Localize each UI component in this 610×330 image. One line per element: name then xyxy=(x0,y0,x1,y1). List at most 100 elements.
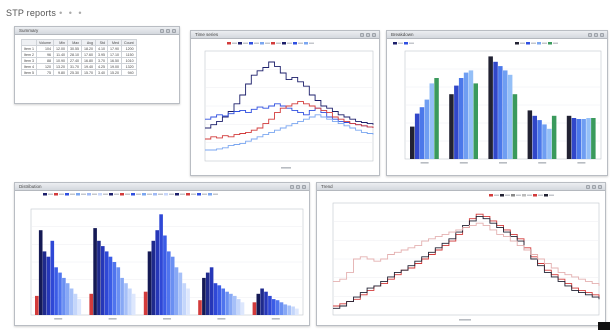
trend-line-chart xyxy=(332,194,600,321)
legend-swatch xyxy=(43,193,47,196)
summary-widget: Summary Volume Min Max Avg Std Med Count Item … xyxy=(14,26,180,104)
bar xyxy=(537,120,542,159)
category-tick-label xyxy=(163,318,171,320)
legend-entry xyxy=(553,42,558,44)
table-cell: 15.20 xyxy=(107,69,122,76)
legend-entry xyxy=(213,193,218,195)
bar xyxy=(468,70,474,159)
timeseries-widget: Time series xyxy=(190,30,380,176)
legend-swatch xyxy=(76,193,80,196)
bar xyxy=(128,288,132,315)
bar xyxy=(38,230,43,315)
legend-entry xyxy=(520,42,525,44)
category-tick-label xyxy=(577,162,586,164)
bar xyxy=(108,256,113,315)
legend-entry xyxy=(309,42,314,44)
legend-swatch xyxy=(238,42,242,45)
legend-entry xyxy=(169,193,174,195)
legend-swatch xyxy=(515,42,519,45)
widget-header[interactable]: Trend xyxy=(317,183,605,191)
legend-entry xyxy=(191,193,196,195)
bar xyxy=(503,70,508,159)
corner-marker xyxy=(598,322,610,330)
bar xyxy=(178,272,183,315)
minimize-icon[interactable] xyxy=(586,185,590,189)
legend-swatch xyxy=(98,193,102,196)
bar xyxy=(89,293,93,315)
legend-entry xyxy=(494,194,499,196)
restore-icon[interactable] xyxy=(366,33,370,37)
bar xyxy=(424,99,430,159)
summary-table: Volume Min Max Avg Std Med Count Item 1 104 12.0… xyxy=(21,39,137,76)
legend-swatch xyxy=(153,193,157,196)
widget-header[interactable]: Distribution xyxy=(15,183,309,191)
distribution-widget: Distribution xyxy=(14,182,310,326)
legend-entry xyxy=(538,194,543,196)
legend-swatch xyxy=(404,42,408,45)
bar xyxy=(73,293,78,315)
table-row[interactable]: Item 3 88 10.90 27.40 16.80 3.70 16.50 1010 xyxy=(21,57,137,64)
close-icon[interactable] xyxy=(598,185,602,189)
bar xyxy=(54,267,58,315)
legend-swatch xyxy=(208,193,212,196)
bar xyxy=(97,240,101,315)
bar xyxy=(116,267,121,315)
legend-entry xyxy=(92,193,97,195)
legend-swatch xyxy=(293,42,297,45)
legend-swatch xyxy=(249,42,253,45)
bar xyxy=(291,306,295,315)
bar xyxy=(77,299,82,315)
timeseries-chart xyxy=(204,42,374,169)
bar xyxy=(268,295,272,315)
bar xyxy=(202,277,206,315)
legend-entry xyxy=(298,42,303,44)
series-line-2 xyxy=(333,222,600,286)
legend-entry xyxy=(81,193,86,195)
table-row[interactable]: Item 4 120 13.20 31.70 19.40 4.25 19.00 1320 xyxy=(21,63,137,70)
table-row[interactable]: Item 5 75 9.80 25.30 15.70 3.40 15.20 940 xyxy=(21,69,137,76)
series-line-2 xyxy=(205,101,374,140)
widget-title: Distribution xyxy=(19,184,42,189)
app-title-text: STP reports xyxy=(6,8,57,18)
legend-entry xyxy=(516,194,521,196)
minimize-icon[interactable] xyxy=(290,185,294,189)
bar xyxy=(532,115,537,159)
series-line-3 xyxy=(205,114,374,151)
restore-icon[interactable] xyxy=(296,185,300,189)
close-icon[interactable] xyxy=(372,33,376,37)
bar xyxy=(221,288,225,315)
minimize-icon[interactable] xyxy=(160,29,164,33)
close-icon[interactable] xyxy=(172,29,176,33)
bar xyxy=(120,277,124,315)
close-icon[interactable] xyxy=(302,185,306,189)
bar xyxy=(155,230,159,315)
legend-entry xyxy=(70,193,75,195)
widget-header[interactable]: Breakdown xyxy=(387,31,607,39)
bar xyxy=(449,94,454,159)
bar xyxy=(131,293,136,315)
bar xyxy=(236,299,241,315)
widget-header[interactable]: Time series xyxy=(191,31,379,39)
bar xyxy=(112,262,117,315)
close-icon[interactable] xyxy=(600,33,604,37)
legend-swatch xyxy=(522,194,526,197)
restore-icon[interactable] xyxy=(166,29,170,33)
legend-swatch xyxy=(526,42,530,45)
restore-icon[interactable] xyxy=(594,33,598,37)
bar xyxy=(170,256,175,315)
title-menu-dots[interactable]: • • • xyxy=(59,8,84,18)
table-row[interactable]: Item 2 96 11.40 28.10 17.60 3.95 17.10 1150 xyxy=(21,51,137,58)
table-row[interactable]: Item 1 104 12.00 30.55 18.20 4.10 17.90 1200 xyxy=(21,45,137,52)
bar xyxy=(283,304,288,315)
bar xyxy=(576,119,581,159)
legend-entry xyxy=(254,42,259,44)
legend-entry xyxy=(409,42,414,44)
minimize-icon[interactable] xyxy=(360,33,364,37)
bar xyxy=(69,288,74,315)
bar xyxy=(198,300,202,315)
minimize-icon[interactable] xyxy=(588,33,592,37)
category-tick-label xyxy=(420,162,429,164)
restore-icon[interactable] xyxy=(592,185,596,189)
bar xyxy=(414,113,420,159)
widget-header[interactable]: Summary xyxy=(15,27,179,35)
